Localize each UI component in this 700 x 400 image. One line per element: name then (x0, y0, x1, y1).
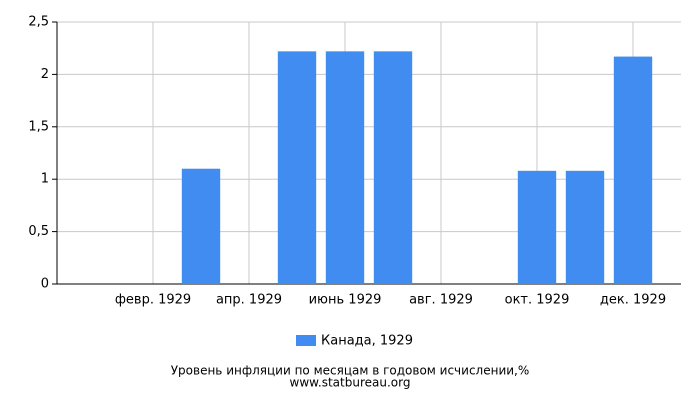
y-tick-label: 0,5 (28, 224, 49, 239)
x-tick-label: июнь 1929 (309, 293, 382, 308)
y-tick-label: 1 (41, 172, 49, 187)
x-tick-label: окт. 1929 (505, 293, 570, 308)
y-tick-label: 1,5 (28, 119, 49, 134)
x-tick-label: апр. 1929 (216, 293, 282, 308)
legend-swatch (296, 335, 316, 346)
y-tick-label: 2 (41, 67, 49, 82)
bar (325, 51, 365, 285)
y-tick-label: 2,5 (28, 15, 49, 30)
bar (565, 170, 605, 284)
bar (181, 168, 221, 284)
y-tick-label: 0 (41, 277, 49, 292)
legend-label: Канада, 1929 (321, 334, 413, 349)
x-tick-label: авг. 1929 (409, 293, 473, 308)
bar (613, 56, 653, 284)
x-tick-label: дек. 1929 (600, 293, 666, 308)
chart-subtitle: www.statbureau.org (290, 376, 411, 390)
x-tick-label: февр. 1929 (115, 293, 191, 308)
bar (373, 51, 413, 285)
bar (277, 51, 317, 285)
bar (517, 170, 557, 284)
chart-title: Уровень инфляции по месяцам в годовом ис… (171, 364, 530, 378)
